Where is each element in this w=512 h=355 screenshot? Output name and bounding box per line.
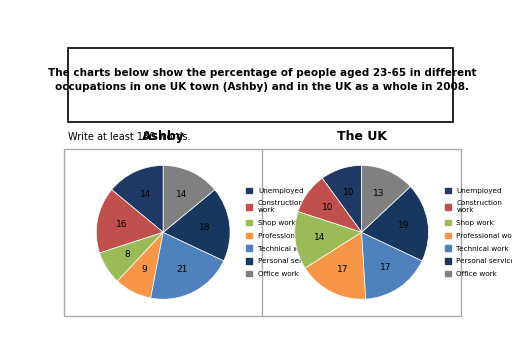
Text: 10: 10 [343, 188, 354, 197]
Text: 10: 10 [322, 203, 333, 212]
Text: 21: 21 [177, 266, 188, 274]
FancyBboxPatch shape [68, 48, 453, 122]
Wedge shape [361, 232, 422, 299]
Wedge shape [361, 186, 429, 261]
Text: 19: 19 [397, 221, 409, 230]
Wedge shape [361, 165, 410, 232]
Wedge shape [305, 232, 366, 299]
Text: 13: 13 [373, 189, 384, 198]
Wedge shape [163, 165, 215, 232]
Wedge shape [322, 165, 361, 232]
Text: 17: 17 [379, 263, 391, 272]
Wedge shape [298, 178, 361, 232]
Text: Write at least 150 words.: Write at least 150 words. [68, 132, 190, 142]
Text: 16: 16 [116, 220, 127, 229]
FancyBboxPatch shape [64, 149, 461, 316]
Wedge shape [117, 232, 163, 298]
Legend: Unemployed, Construction
work, Shop work, Professional work, Technical work, Per: Unemployed, Construction work, Shop work… [244, 185, 324, 280]
Legend: Unemployed, Construction
work, Shop work, Professional work, Technical work, Per: Unemployed, Construction work, Shop work… [442, 185, 512, 280]
Text: 17: 17 [337, 266, 348, 274]
Text: 18: 18 [199, 223, 211, 231]
Wedge shape [151, 232, 224, 299]
Text: 14: 14 [176, 190, 187, 199]
Wedge shape [99, 232, 163, 281]
Title: The UK: The UK [336, 130, 387, 143]
Wedge shape [295, 212, 361, 268]
Wedge shape [96, 190, 163, 253]
Text: 14: 14 [140, 190, 151, 199]
Text: 14: 14 [314, 233, 326, 242]
Wedge shape [163, 190, 230, 261]
Text: The charts below show the percentage of people aged 23-65 in different
occupatio: The charts below show the percentage of … [48, 68, 477, 92]
Text: 8: 8 [125, 250, 131, 260]
Text: 9: 9 [141, 266, 147, 274]
Wedge shape [112, 165, 163, 232]
Title: Ashby: Ashby [142, 130, 185, 143]
